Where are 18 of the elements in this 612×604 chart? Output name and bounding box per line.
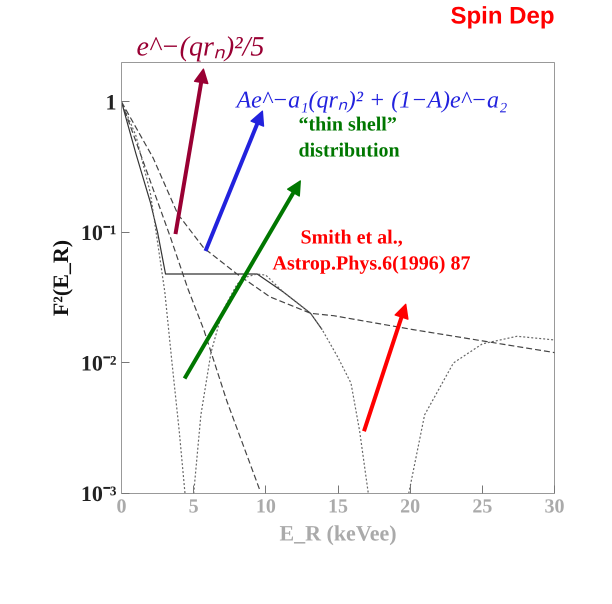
y-axis-title: F²(E_R)	[48, 240, 73, 316]
x-tick-label: 5	[188, 496, 199, 518]
x-tick-label: 25	[472, 496, 492, 518]
annotation: “thin shell” distribution	[298, 114, 400, 162]
x-tick-label: 0	[116, 496, 126, 518]
x-axis-title: E_R (keVee)	[279, 520, 397, 546]
x-tick-label: 30	[544, 496, 564, 518]
x-tick-label: 10	[256, 496, 276, 518]
y-tick-label: 10⁻¹	[80, 220, 117, 245]
x-tick-label: 20	[400, 496, 420, 518]
x-tick-label: 15	[328, 496, 348, 518]
y-tick-label: 10⁻³	[80, 481, 117, 506]
annotation: Ae^−a₁(qrₙ)² + (1−A)e^−a₂	[234, 88, 508, 114]
annotation: Smith et al., Astrop.Phys.6(1996) 87	[272, 226, 470, 274]
chart-title: Spin Dep	[450, 2, 555, 30]
y-tick-label: 10⁻²	[80, 350, 117, 376]
annotation: e^−(qrₙ)²/5	[136, 32, 264, 62]
y-tick-label: 1	[106, 89, 116, 114]
